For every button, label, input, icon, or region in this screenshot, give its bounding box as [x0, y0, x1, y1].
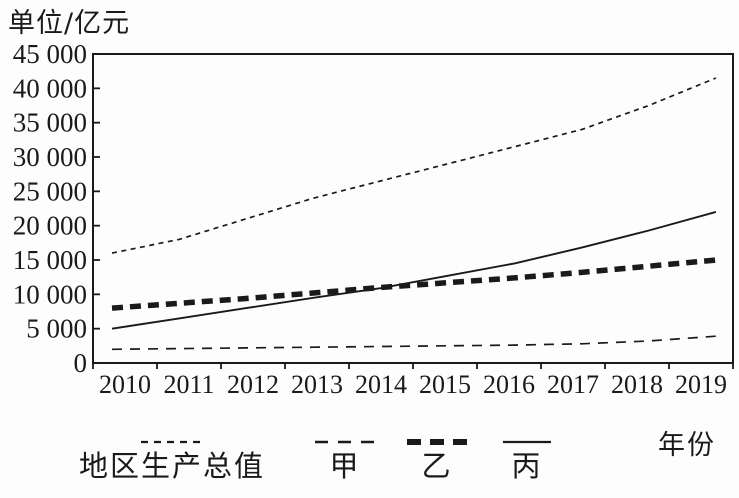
- svg-text:2015: 2015: [419, 370, 471, 399]
- svg-text:2016: 2016: [483, 370, 535, 399]
- svg-text:10 000: 10 000: [13, 279, 87, 309]
- series-line-yi: [111, 257, 717, 311]
- svg-text:2017: 2017: [547, 370, 599, 399]
- svg-text:15 000: 15 000: [13, 245, 87, 275]
- legend-item-bing: 丙: [482, 436, 572, 483]
- gdp-line-sample-icon: [141, 440, 203, 444]
- svg-text:25 000: 25 000: [13, 176, 87, 206]
- series-line-bing: [111, 210, 717, 330]
- svg-text:2013: 2013: [291, 370, 343, 399]
- yi-line-sample-icon: [407, 439, 467, 445]
- svg-text:2010: 2010: [99, 370, 151, 399]
- legend-label-yi: 乙: [421, 449, 453, 483]
- x-axis-title: 年份: [658, 430, 716, 461]
- svg-text:0: 0: [74, 348, 88, 378]
- series-lines: [111, 77, 717, 351]
- svg-text:2018: 2018: [611, 370, 663, 399]
- svg-text:2019: 2019: [675, 370, 727, 399]
- x-axis: 2010 2011 2012 2013 2014 2015 2016 2017 2018 2019: [92, 363, 734, 399]
- svg-text:2012: 2012: [227, 370, 279, 399]
- svg-text:2011: 2011: [163, 370, 214, 399]
- svg-text:45 000: 45 000: [13, 39, 87, 69]
- legend-label-jia: 甲: [329, 449, 361, 483]
- svg-text:30 000: 30 000: [13, 142, 87, 172]
- svg-text:5 000: 5 000: [26, 314, 87, 344]
- svg-text:20 000: 20 000: [13, 211, 87, 241]
- legend-label-gdp: 地区生产总值: [78, 449, 265, 483]
- svg-text:40 000: 40 000: [13, 73, 87, 103]
- svg-text:35 000: 35 000: [13, 108, 87, 138]
- legend-item-yi: 乙: [392, 436, 482, 483]
- legend-label-bing: 丙: [511, 449, 543, 483]
- svg-text:2014: 2014: [355, 370, 407, 399]
- bing-line-sample-icon: [503, 440, 551, 444]
- series-line-gdp: [111, 77, 717, 254]
- y-axis-unit-label: 单位/亿元: [8, 8, 131, 39]
- legend-item-gdp: 地区生产总值: [62, 436, 282, 483]
- y-axis: 45 000 40 000 35 000 30 000 25 000 20 000 15 0…: [13, 39, 100, 378]
- jia-line-sample-icon: [315, 440, 375, 444]
- series-line-jia: [111, 335, 716, 351]
- legend-item-jia: 甲: [300, 436, 390, 483]
